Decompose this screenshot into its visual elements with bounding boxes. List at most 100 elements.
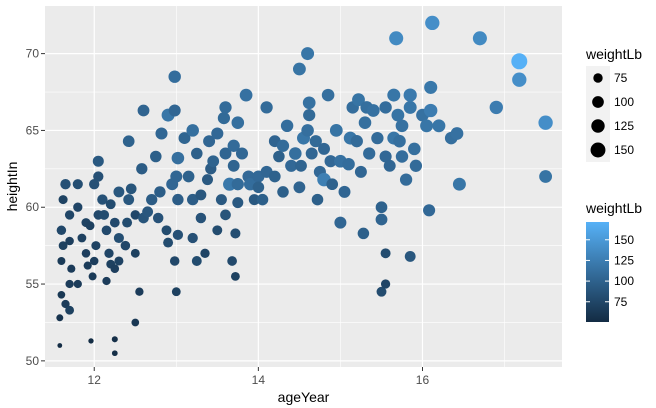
data-point [104,248,114,258]
data-point [61,299,70,309]
y-tick-label: 70 [26,47,40,61]
data-point [305,147,318,160]
data-point [380,279,391,289]
data-point [232,197,244,209]
size-legend-point [593,73,603,83]
data-point [489,100,503,115]
data-point [89,256,99,266]
data-point [538,115,553,130]
data-point [387,88,401,102]
data-point [293,181,306,194]
data-point [354,165,367,178]
data-point [137,104,150,117]
data-point [256,193,269,206]
data-point [511,53,528,70]
data-point [302,96,316,110]
data-point [395,119,409,133]
data-point [295,159,307,172]
data-point [219,101,232,114]
y-tick-label: 50 [26,354,40,368]
data-point [91,241,101,251]
data-point [122,135,135,148]
data-point [211,127,224,140]
data-point [169,256,180,266]
y-tick-label: 65 [26,123,40,137]
data-point [135,287,144,296]
data-point [64,210,75,220]
data-point [280,119,294,133]
data-point [301,124,314,137]
data-point [125,183,137,195]
color-legend-label: 100 [614,274,634,288]
data-point [73,202,83,212]
data-point [170,170,183,183]
y-tick-label: 55 [26,277,40,291]
data-point [326,178,339,191]
data-point [111,336,118,343]
data-point [83,261,92,270]
data-point [227,159,240,172]
data-point [289,147,302,160]
data-point [114,256,124,266]
data-point [150,150,162,163]
size-legend-label: 75 [614,71,628,85]
data-point [309,135,322,148]
data-point [201,174,214,186]
data-point [123,194,135,206]
data-point [403,100,417,114]
data-point [311,193,324,206]
data-point [393,134,406,148]
data-point [92,155,104,167]
data-point [285,159,298,172]
data-point [472,31,487,46]
size-legend-label: 150 [614,143,634,157]
data-point [168,70,181,83]
axis-ticks: 12 14 16 50 55 60 65 70 [26,47,430,387]
data-point [357,227,370,240]
data-point [375,213,388,226]
data-point [395,150,409,163]
data-point [161,225,172,236]
data-point [379,150,392,163]
data-point [60,179,71,190]
data-point [109,217,120,228]
data-point [97,194,108,205]
data-point [329,123,343,137]
data-point [292,62,306,76]
data-point [230,271,240,281]
data-point [152,212,164,224]
data-point [363,147,376,160]
data-point [105,199,116,210]
data-point [178,132,191,145]
data-point [231,116,245,129]
data-point [260,101,273,114]
data-point [334,216,347,229]
data-point [539,170,553,183]
data-points [56,15,553,357]
data-point [399,173,413,186]
data-point [120,240,131,251]
data-point [318,142,330,155]
x-tick-label: 16 [416,373,430,387]
data-point [409,159,423,172]
data-point [65,279,74,289]
color-legend-title: weightLb [585,200,642,216]
data-point [113,186,125,198]
data-point [130,248,140,258]
data-point [432,119,446,133]
data-point [248,194,260,206]
data-point [404,250,416,262]
data-point [239,88,253,102]
data-point [186,124,199,137]
data-point [227,256,237,266]
data-point [425,15,440,31]
data-point [268,170,281,183]
data-point [207,155,220,168]
data-point [203,135,216,148]
size-legend-point [590,142,606,158]
data-point [408,142,421,156]
data-point [389,31,404,46]
data-point [191,256,202,266]
data-point [200,248,210,258]
data-point [155,127,168,140]
